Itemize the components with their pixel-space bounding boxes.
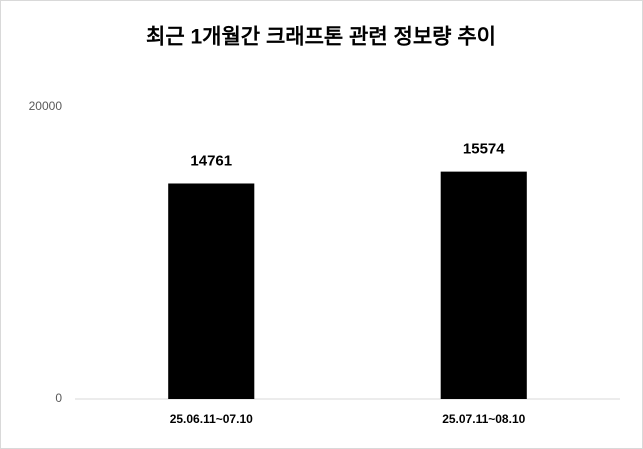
data-label: 15574 xyxy=(463,141,505,158)
y-tick-label: 20000 xyxy=(29,99,63,113)
data-label: 14761 xyxy=(190,152,232,169)
x-tick-label: 25.06.11~07.10 xyxy=(170,412,253,426)
x-tick-label: 25.07.11~08.10 xyxy=(442,412,525,426)
bar xyxy=(168,183,255,399)
chart-title: 최근 1개월간 크래프톤 관련 정보량 추이 xyxy=(146,26,496,49)
y-tick-label: 0 xyxy=(55,391,62,405)
bar xyxy=(440,171,527,399)
